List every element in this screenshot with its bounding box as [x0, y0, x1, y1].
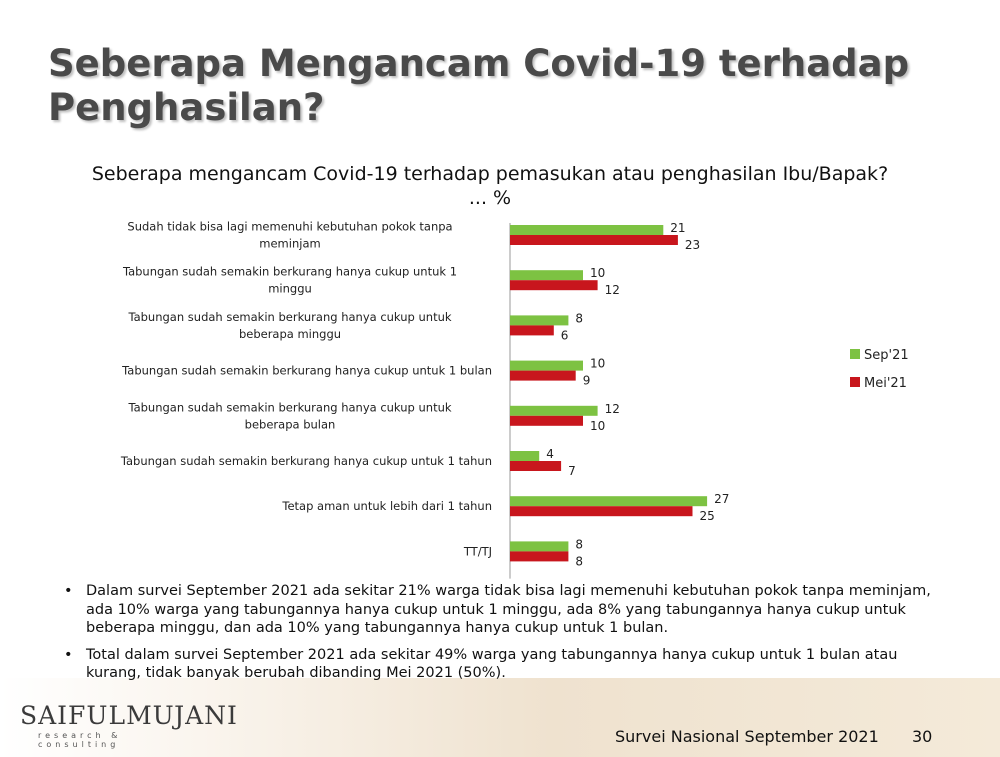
category-label: Sudah tidak bisa lagi memenuhi kebutuhan… [127, 220, 452, 251]
category-label: Tabungan sudah semakin berkurang hanya c… [127, 400, 451, 431]
data-label: 27 [714, 492, 729, 506]
note-item-2: Total dalam survei September 2021 ada se… [64, 646, 934, 683]
slide-title: Seberapa Mengancam Covid-19 terhadap Pen… [48, 42, 910, 129]
category-label: Tabungan sudah semakin berkurang hanya c… [121, 364, 492, 378]
category-label: Tetap aman untuk lebih dari 1 tahun [281, 499, 492, 513]
category-label: Tabungan sudah semakin berkurang hanya c… [120, 454, 492, 468]
page-number: 30 [912, 727, 933, 746]
note-item-1: Dalam survei September 2021 ada sekitar … [64, 582, 934, 638]
company-logo: SAIFULMUJANI [20, 701, 238, 730]
data-label: 8 [575, 537, 583, 551]
data-label: 23 [685, 238, 700, 252]
bar-sep21 [510, 225, 664, 235]
bar-sep21 [510, 405, 598, 416]
category-label: Tabungan sudah semakin berkurang hanya c… [127, 310, 451, 341]
data-label: 10 [590, 266, 605, 280]
bar-mei21 [510, 370, 576, 381]
legend-swatch [850, 349, 860, 359]
bar-mei21 [510, 280, 598, 291]
notes-list: Dalam survei September 2021 ada sekitar … [64, 582, 934, 691]
data-label: 10 [590, 419, 605, 433]
bar-sep21 [510, 541, 569, 552]
legend-label: Mei'21 [864, 376, 907, 391]
data-label: 8 [575, 311, 583, 325]
data-label: 7 [568, 464, 576, 478]
bar-sep21 [510, 496, 708, 507]
question-text: Seberapa mengancam Covid-19 terhadap pem… [91, 163, 889, 185]
data-label: 9 [583, 374, 591, 388]
bar-mei21 [510, 461, 562, 471]
data-label: 8 [575, 554, 583, 568]
bar-mei21 [510, 415, 583, 426]
legend-label: Sep'21 [864, 348, 909, 363]
chart-question: Seberapa mengancam Covid-19 terhadap pem… [50, 162, 930, 210]
data-label: 6 [561, 328, 569, 342]
bar-mei21 [510, 551, 569, 562]
legend-swatch [850, 377, 860, 387]
data-label: 12 [605, 283, 620, 297]
bar-mei21 [510, 506, 693, 517]
bar-sep21 [510, 360, 583, 371]
data-label: 4 [546, 447, 554, 461]
data-label: 21 [670, 221, 685, 235]
data-label: 10 [590, 357, 605, 371]
survey-name: Survei Nasional September 2021 [615, 727, 879, 746]
bar-sep21 [510, 270, 583, 281]
category-label: TT/TJ [463, 544, 492, 558]
bar-chart: Sudah tidak bisa lagi memenuhi kebutuhan… [120, 220, 909, 579]
data-label: 25 [700, 509, 715, 523]
bar-sep21 [510, 315, 569, 326]
category-label: Tabungan sudah semakin berkurang hanya c… [122, 265, 457, 296]
data-label: 12 [605, 402, 620, 416]
footer-background [0, 678, 1000, 757]
question-unit: ... % [468, 187, 512, 209]
bar-mei21 [510, 325, 554, 336]
bar-sep21 [510, 451, 540, 461]
bar-mei21 [510, 235, 678, 245]
company-logo-subtitle: research & consulting [38, 731, 122, 749]
